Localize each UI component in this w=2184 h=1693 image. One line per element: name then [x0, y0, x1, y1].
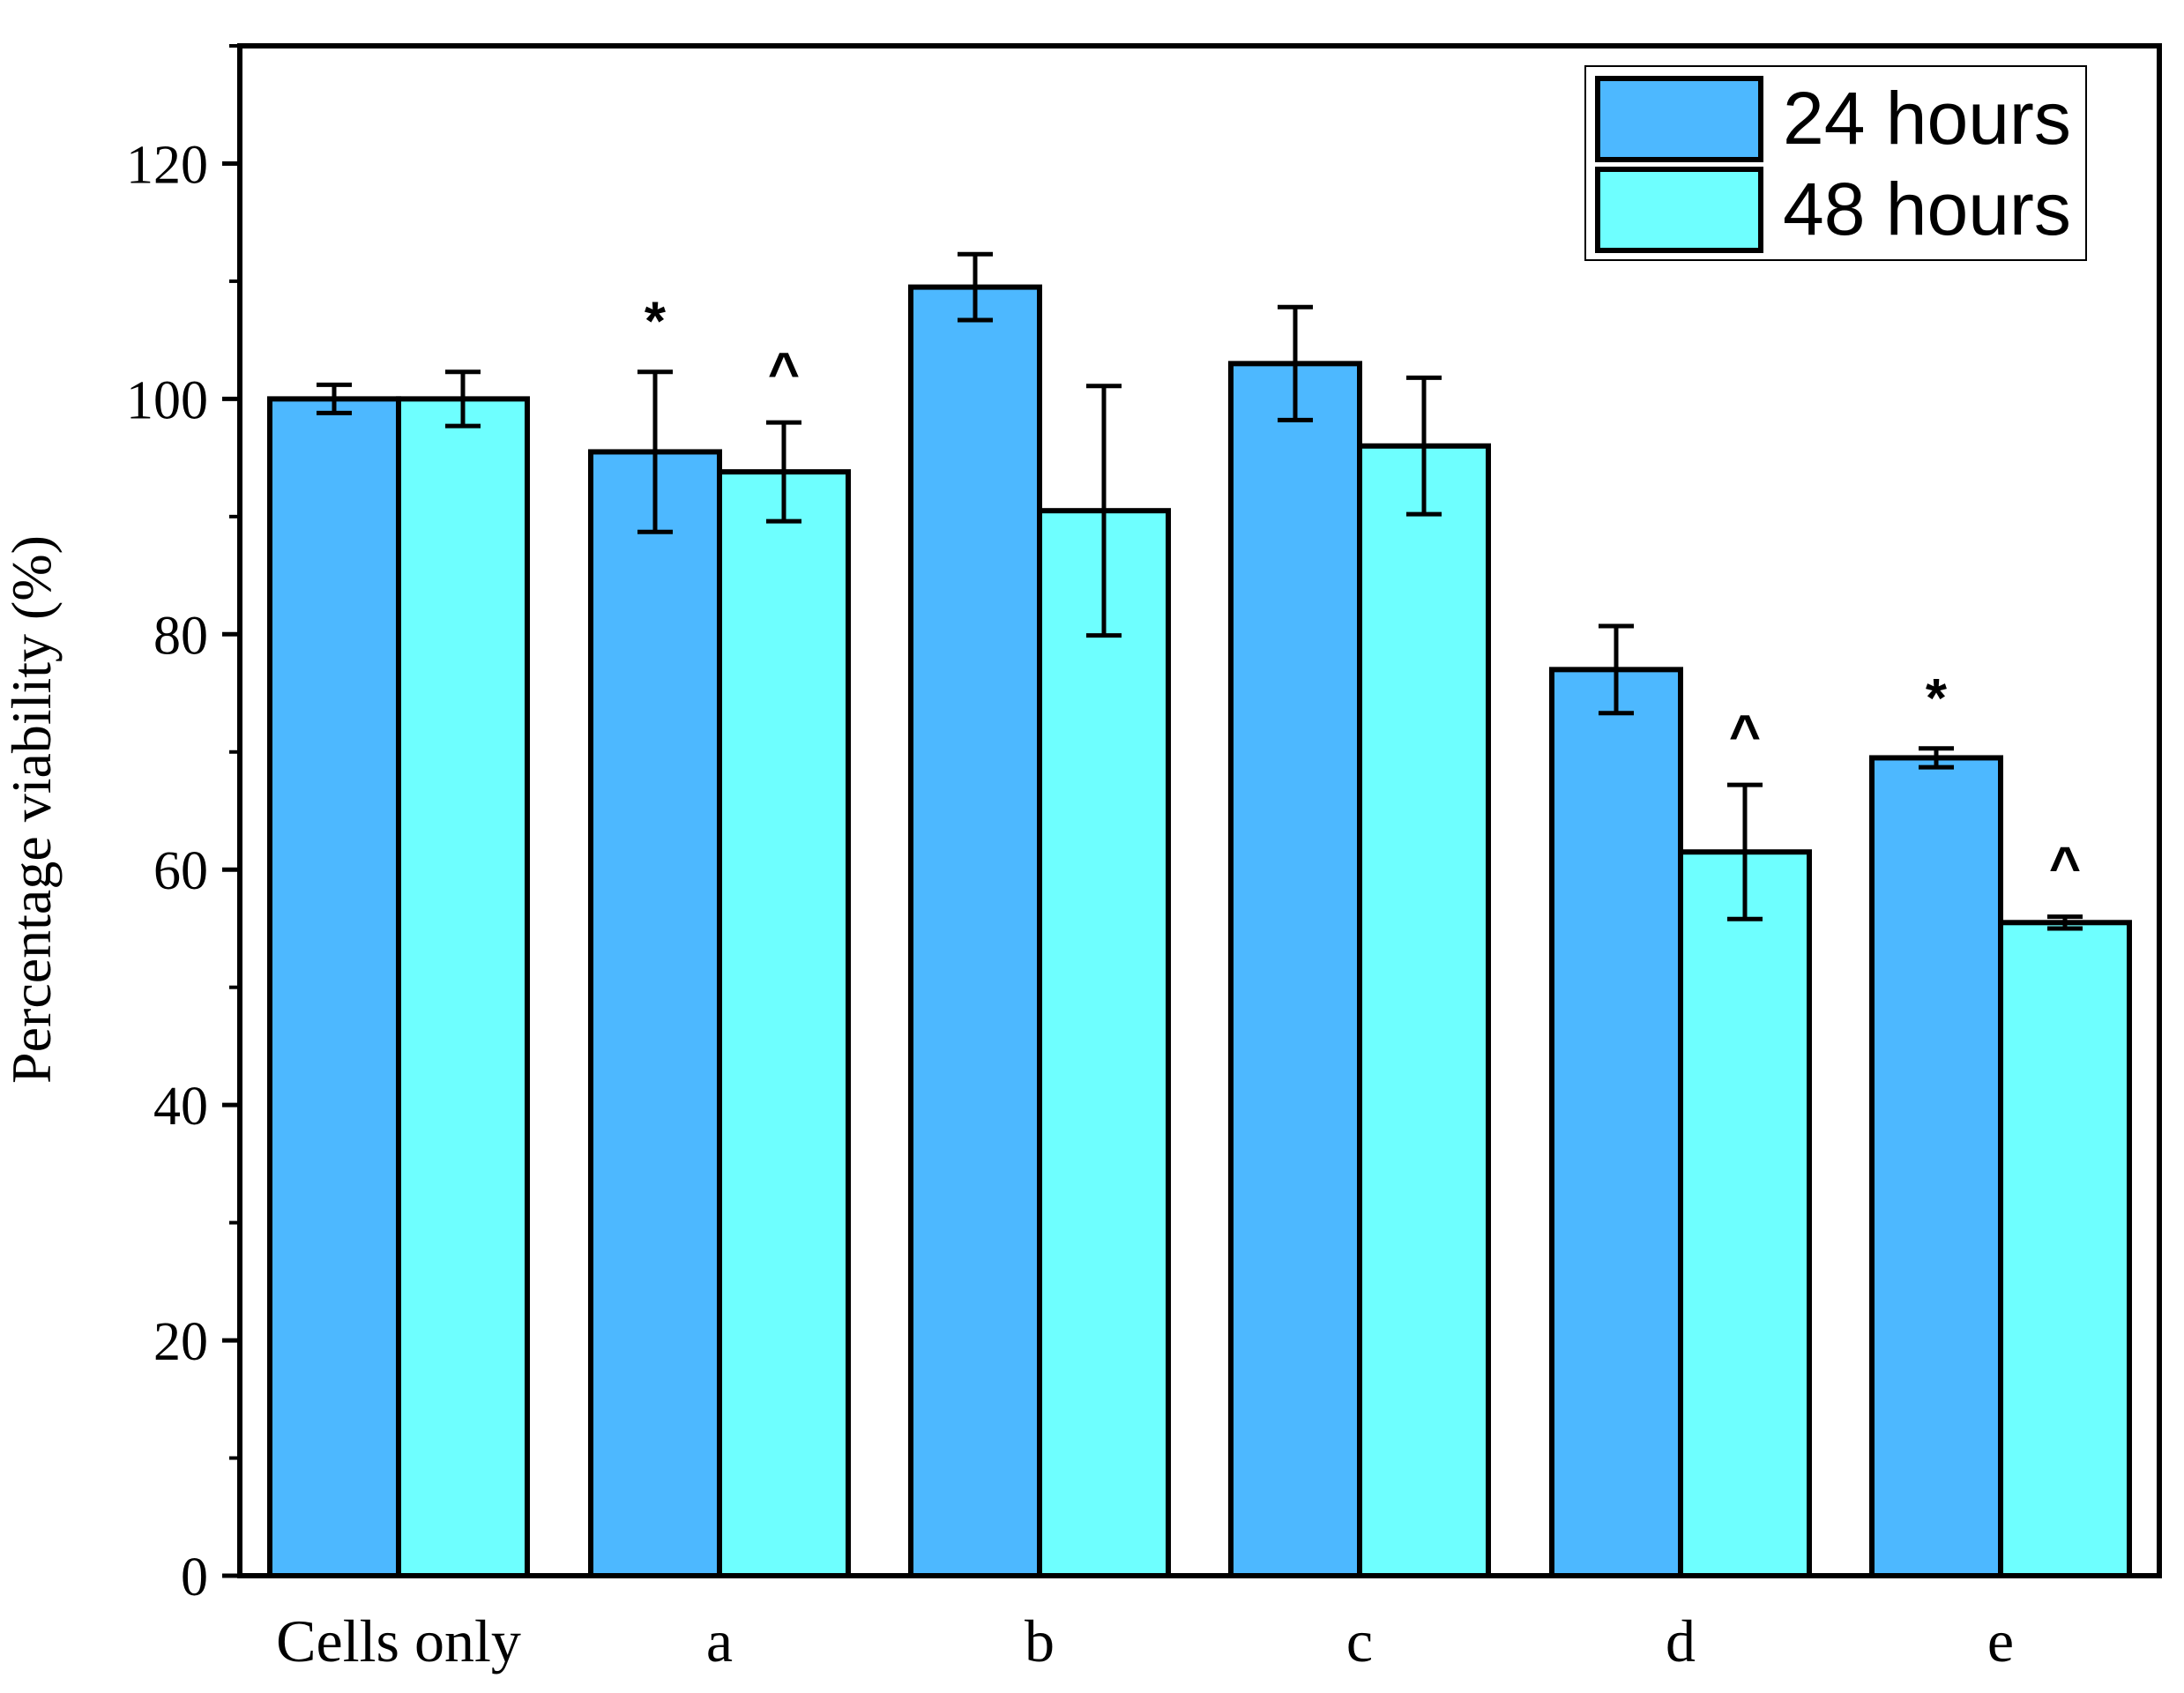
significance-mark-48-hours-a: ^	[768, 342, 800, 403]
y-tick-label-0: 0	[181, 1548, 208, 1607]
significance-mark-48-hours-e: ^	[2049, 837, 2081, 898]
y-axis-label: Percentage viability (%)	[0, 535, 63, 1084]
bar-24-hours-d	[1549, 667, 1683, 1578]
x-tick-label-d: d	[1666, 1607, 1696, 1674]
bars-group	[267, 284, 2132, 1579]
bar-48-hours-cells-only	[396, 396, 530, 1578]
bar-48-hours-b	[1037, 508, 1171, 1578]
bar-24-hours-cells-only	[267, 396, 401, 1578]
x-tick-label-a: a	[706, 1607, 733, 1674]
bar-24-hours-e	[1869, 755, 2003, 1578]
significance-mark-24-hours-a: *	[645, 292, 667, 353]
bar-48-hours-a	[717, 469, 851, 1579]
legend-label-48-hours: 48 hours	[1783, 168, 2071, 250]
legend-swatch-24-hours	[1595, 76, 1763, 162]
annotations-group: * * ^ ^ ^	[645, 292, 2081, 898]
bar-24-hours-b	[908, 284, 1042, 1578]
x-tick-label-b: b	[1025, 1607, 1055, 1674]
y-tick-label-40: 40	[153, 1077, 208, 1137]
error-bars-group	[317, 251, 2083, 931]
y-tick-label-20: 20	[153, 1312, 208, 1372]
y-axis-label-group: Percentage viability (%)	[0, 535, 63, 1084]
x-tick-label-c: c	[1346, 1607, 1373, 1674]
bar-48-hours-c	[1357, 443, 1491, 1578]
y-tick-label-60: 60	[153, 841, 208, 901]
significance-mark-48-hours-d: ^	[1729, 705, 1761, 765]
axes-group: 0 20 40 60 80 100 120 Cells only a b c d e	[126, 43, 2162, 1674]
x-tick-label-cells-only: Cells only	[276, 1607, 521, 1674]
x-tick-label-e: e	[1987, 1607, 2014, 1674]
y-tick-label-100: 100	[126, 370, 208, 430]
y-tick-label-80: 80	[153, 606, 208, 666]
y-tick-label-120: 120	[126, 135, 208, 195]
bar-24-hours-c	[1228, 361, 1362, 1578]
legend-swatch-48-hours	[1595, 167, 1763, 253]
significance-mark-24-hours-e: *	[1926, 668, 1948, 729]
plot-frame	[237, 43, 2162, 1578]
bar-24-hours-a	[588, 449, 722, 1579]
legend-label-24-hours: 24 hours	[1783, 77, 2071, 160]
bar-48-hours-d	[1678, 849, 1812, 1578]
legend: 24 hours 48 hours	[1584, 65, 2087, 261]
bar-48-hours-e	[1998, 920, 2132, 1578]
